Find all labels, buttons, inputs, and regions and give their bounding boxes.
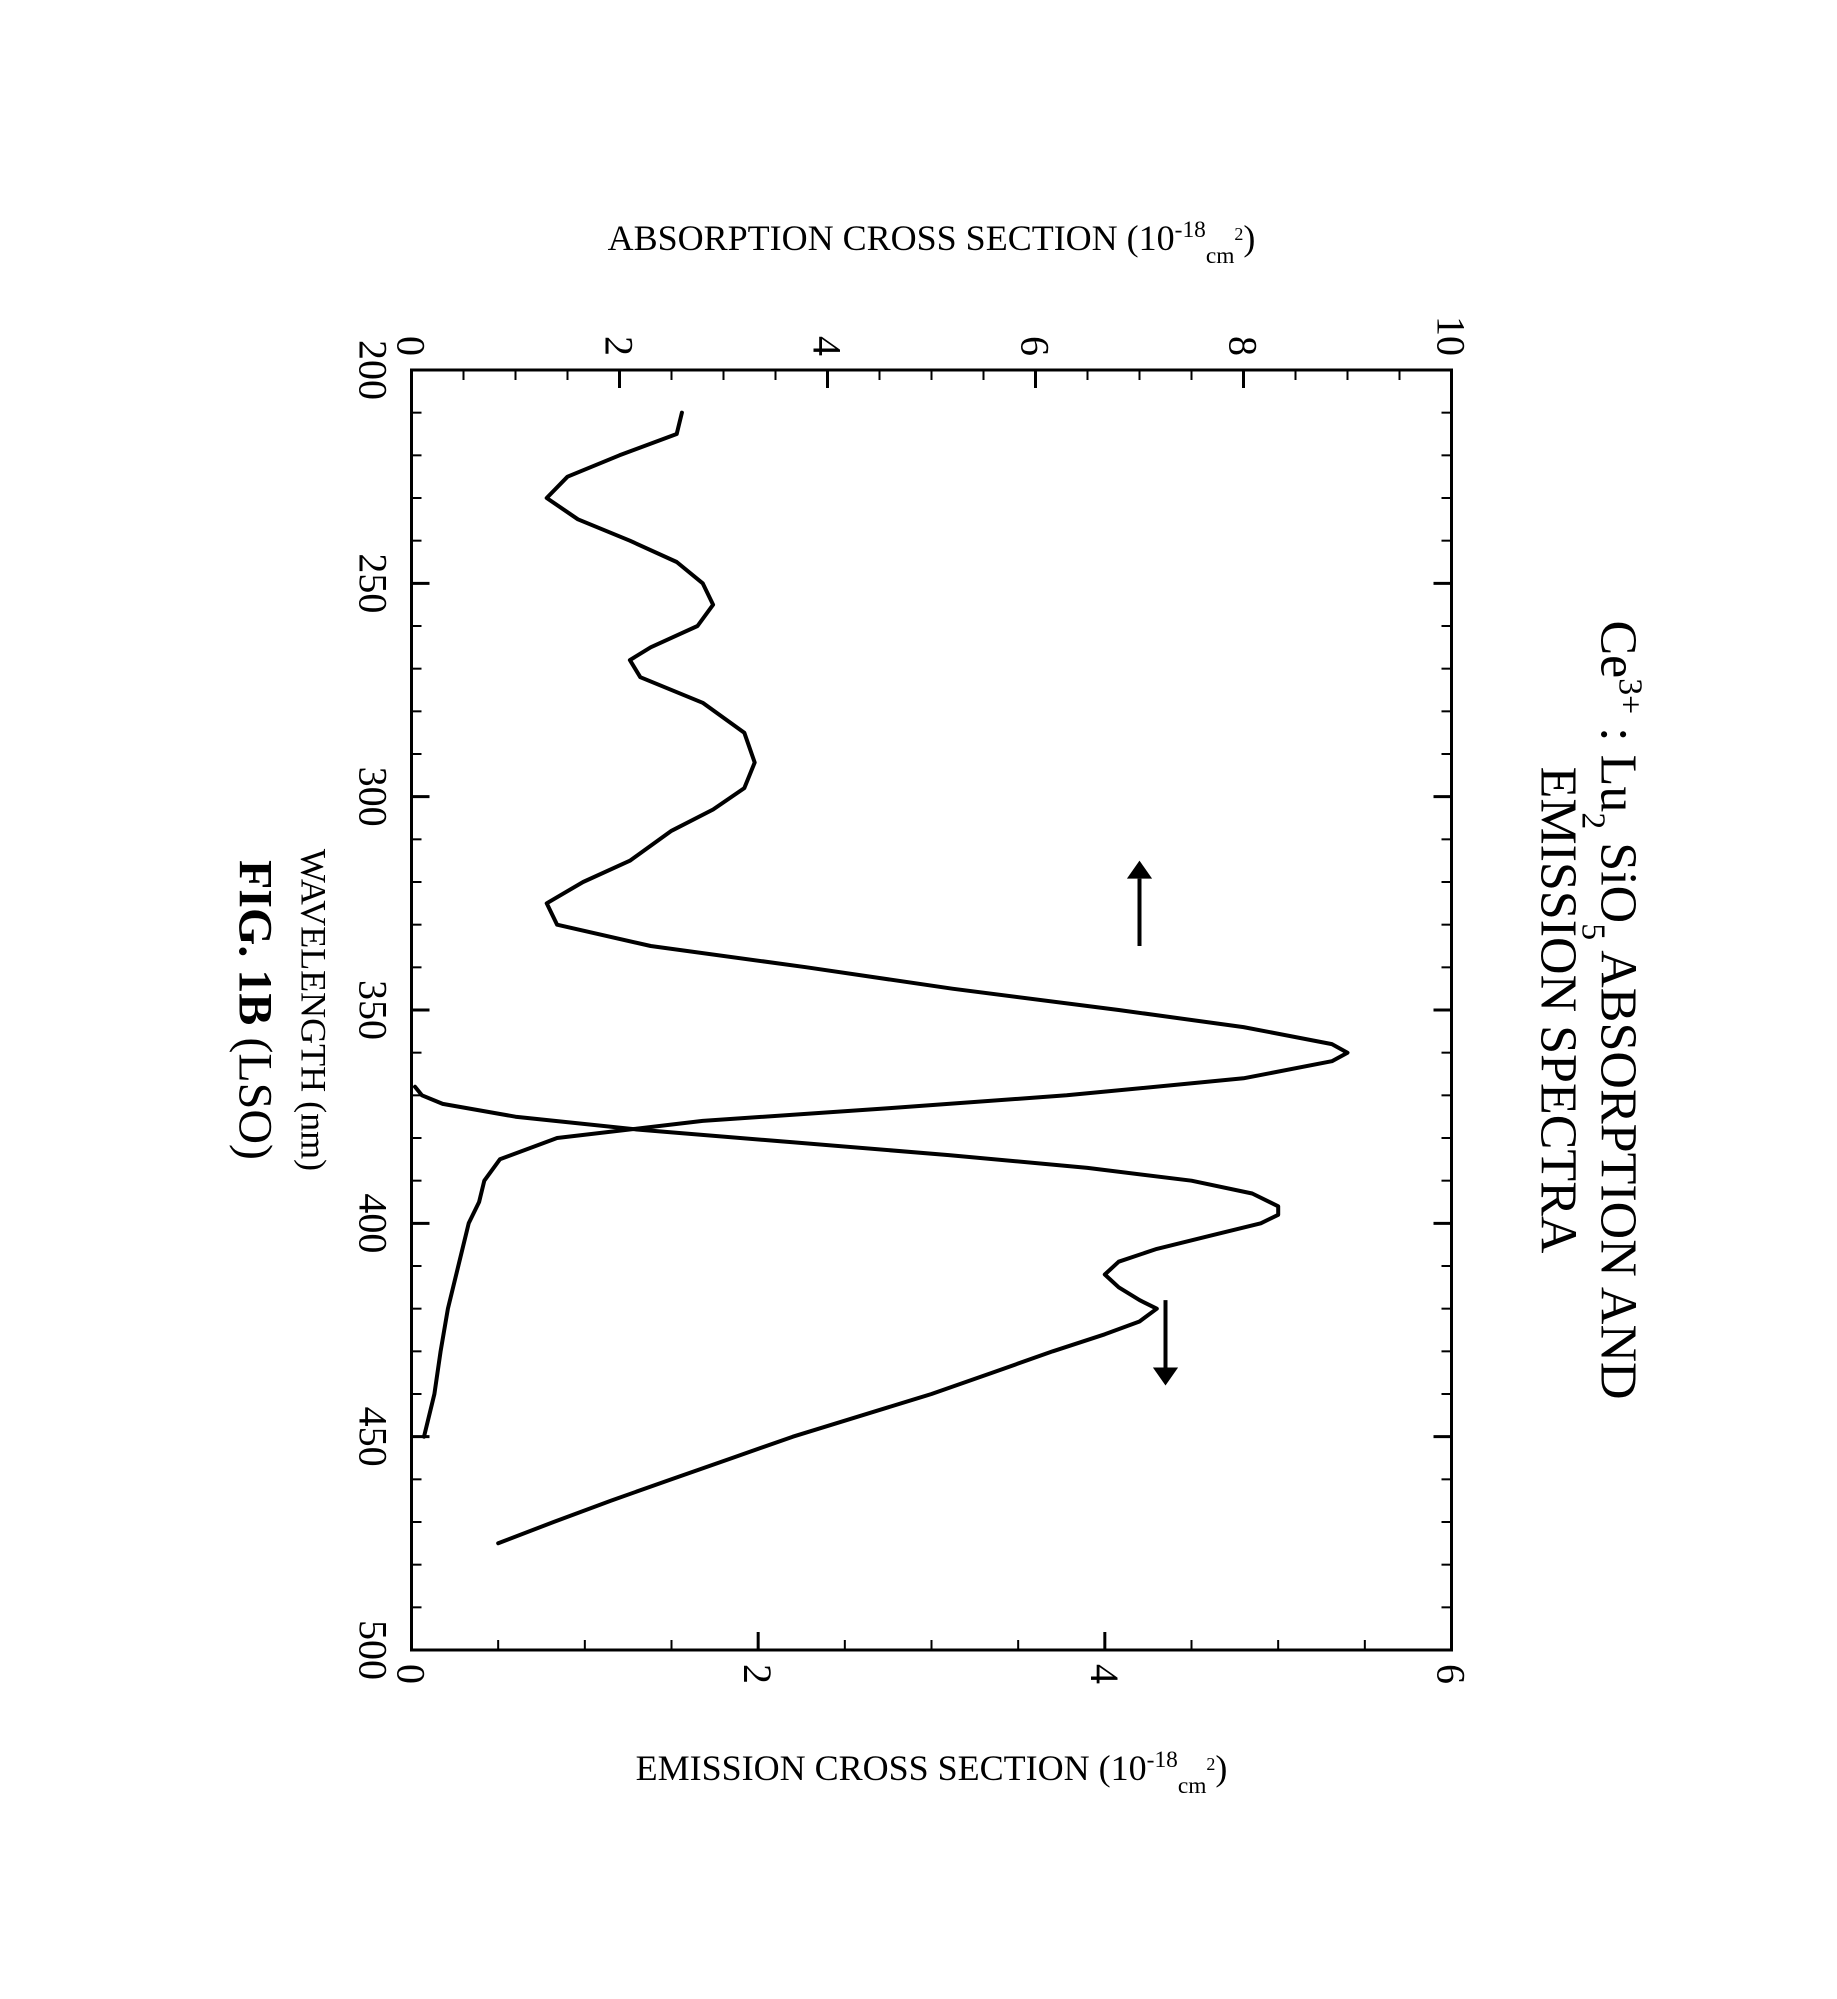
svg-text:EMISSION CROSS SECTION (10-18c: EMISSION CROSS SECTION (10-18cm2) [635, 1747, 1227, 1799]
arrow-right-head [1152, 1367, 1177, 1385]
chart-title-line2: EMISSION SPECTRA [1529, 766, 1586, 1253]
x-tick-label: 400 [350, 1193, 395, 1253]
yright-tick-label: 0 [388, 1664, 433, 1684]
yleft-tick-label: 0 [388, 336, 433, 356]
x-tick-label: 250 [350, 553, 395, 613]
figure-caption: FIG. 1B (LSO) [228, 859, 281, 1159]
arrow-left-head [1126, 860, 1151, 878]
plot-frame [411, 370, 1451, 1650]
yleft-axis-label: ABSORPTION CROSS SECTION (10-18cm2) [607, 217, 1255, 269]
spectra-chart: Ce3+ : Lu2 SiO5 ABSORPTION ANDEMISSION S… [171, 150, 1671, 1850]
yright-axis-label: EMISSION CROSS SECTION (10-18cm2) [635, 1747, 1227, 1799]
x-tick-label: 350 [350, 980, 395, 1040]
x-axis-label: WAVELENGTH (nm) [293, 848, 333, 1170]
absorption-curve [424, 412, 1348, 1436]
x-tick-label: 450 [350, 1406, 395, 1466]
yleft-tick-label: 8 [1220, 336, 1265, 356]
yleft-tick-label: 10 [1428, 316, 1473, 356]
yright-tick-label: 6 [1428, 1664, 1473, 1684]
yleft-tick-label: 6 [1012, 336, 1057, 356]
yright-tick-label: 2 [735, 1664, 780, 1684]
yleft-tick-label: 2 [596, 336, 641, 356]
svg-text:ABSORPTION CROSS SECTION (10-1: ABSORPTION CROSS SECTION (10-18cm2) [607, 217, 1255, 269]
yleft-tick-label: 4 [804, 336, 849, 356]
chart-title: Ce3+ : Lu2 SiO5 ABSORPTION ANDEMISSION S… [1529, 620, 1648, 1399]
emission-curve [415, 1086, 1278, 1543]
yright-tick-label: 4 [1081, 1664, 1126, 1684]
x-tick-label: 300 [350, 766, 395, 826]
